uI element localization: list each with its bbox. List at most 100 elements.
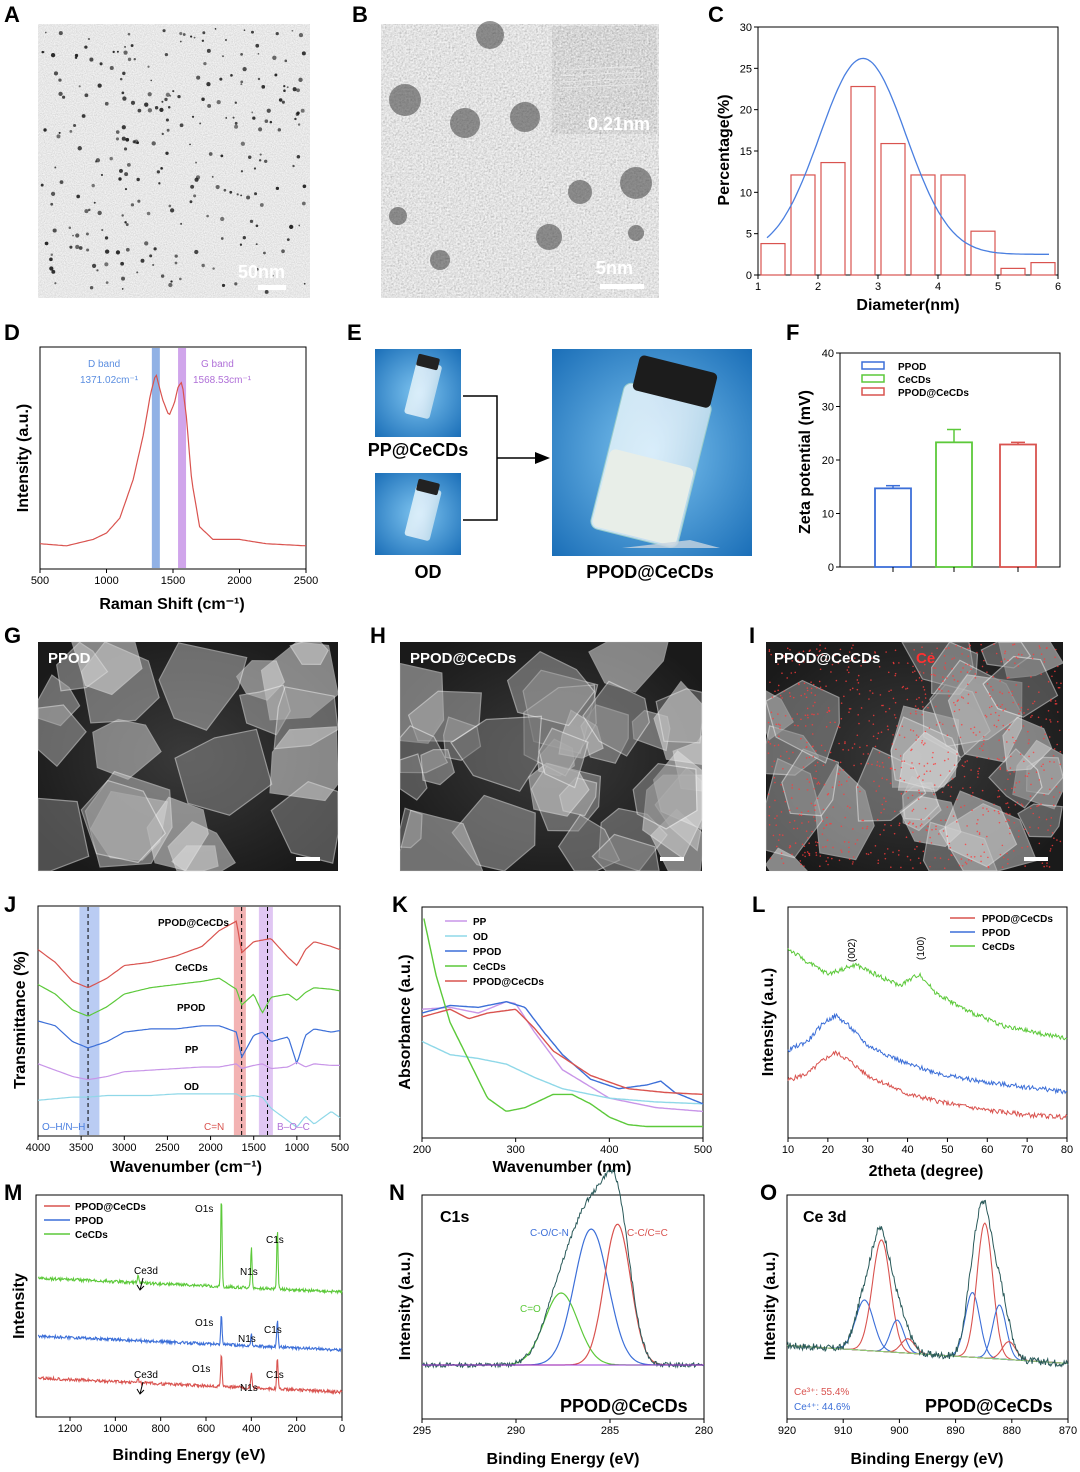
nanoparticle-dot: [168, 204, 172, 208]
ce-dot: [860, 762, 862, 765]
ce-dot: [806, 689, 809, 692]
ce-dot: [813, 816, 815, 818]
nanoparticle-dot: [167, 106, 171, 109]
x-tick-label: 890: [946, 1425, 964, 1437]
x-tick-label: 10: [782, 1144, 794, 1156]
x-tick-label: 920: [778, 1425, 796, 1437]
nanoparticle-dot: [43, 128, 47, 132]
ce-dot: [1022, 725, 1025, 727]
ce-dot: [1026, 775, 1029, 778]
ce-dot: [895, 748, 897, 751]
nanoparticle-dot: [53, 71, 59, 76]
fit-peak: [422, 1223, 704, 1366]
ce-dot: [919, 824, 922, 827]
ce-dot: [922, 672, 925, 674]
lattice-spacing-label: 0.21nm: [588, 114, 650, 134]
ce-dot: [921, 792, 923, 795]
nanoparticle-dot: [277, 128, 282, 132]
ce-dot: [834, 654, 837, 657]
ce-dot: [917, 776, 919, 779]
ce-dot: [830, 671, 832, 673]
ce-dot: [862, 753, 865, 755]
nanoparticle-dot: [160, 274, 165, 278]
ce-dot: [840, 783, 843, 786]
y-axis-label-j: Transmittance (%): [12, 951, 29, 1089]
ce-dot: [906, 662, 909, 664]
ce-dot: [887, 728, 890, 731]
ce-dot: [1020, 803, 1023, 805]
series-label: PPOD@CeCDs: [158, 918, 229, 929]
d-band-label: D band: [88, 359, 120, 370]
ce-dot: [933, 793, 935, 796]
ce-dot: [782, 790, 785, 793]
ce-dot: [782, 862, 785, 865]
ce-dot: [962, 667, 964, 669]
ce-dot: [966, 853, 969, 856]
ce-dot: [825, 658, 828, 661]
ce-dot: [989, 696, 992, 698]
nanoparticle-dot: [149, 254, 153, 258]
ce-dot: [849, 806, 851, 809]
ftir-line: [37, 1093, 341, 1128]
ce-dot: [785, 750, 788, 753]
ce-dot: [925, 829, 927, 831]
carbon-dot: [476, 21, 504, 49]
ce-dot: [831, 857, 833, 860]
histogram-bar: [940, 174, 966, 276]
ce-dot: [1023, 828, 1026, 831]
x-tick-label: 500: [31, 575, 49, 587]
ce-dot: [864, 660, 866, 662]
ce-dot: [1017, 665, 1020, 667]
ce-dot: [834, 721, 836, 724]
pore-wall: [632, 762, 698, 830]
ce-dot: [1027, 832, 1030, 834]
ce-dot: [842, 769, 845, 771]
ce-dot: [1004, 708, 1007, 710]
ce-dot: [1001, 703, 1004, 706]
ce-dot: [990, 705, 993, 708]
ce-dot: [1013, 643, 1016, 646]
x-tick-label: 60: [981, 1144, 993, 1156]
ce-dot: [893, 714, 896, 716]
ce-dot: [911, 762, 913, 764]
ce-dot: [807, 716, 809, 719]
pore-wall: [37, 704, 87, 768]
x-tick-label: 800: [151, 1423, 169, 1435]
ce-dot: [1059, 750, 1062, 753]
ce-dot: [917, 798, 920, 800]
ce-dot: [816, 783, 818, 785]
ce-dot: [813, 804, 815, 807]
ce-dot: [814, 764, 817, 767]
panel-g-sem-image: PPOD: [37, 641, 339, 872]
y-axis-label-c: Percentage(%): [716, 94, 733, 205]
zeta-bar: [999, 443, 1037, 568]
ce-dot: [912, 808, 915, 811]
survey-line: [37, 1203, 343, 1295]
ce-dot: [1009, 832, 1011, 835]
ce-dot: [840, 825, 843, 828]
ce-dot: [981, 749, 984, 752]
ce-dot: [794, 724, 796, 727]
ce-dot: [988, 706, 991, 709]
zeta-bar: [935, 441, 973, 568]
ce-dot: [1040, 725, 1043, 728]
ce-dot: [1052, 754, 1055, 757]
nanoparticle-dot: [73, 124, 77, 128]
ce-dot: [913, 649, 915, 651]
ce-dot: [898, 734, 901, 736]
legend-label: PP: [473, 917, 487, 928]
nanoparticle-dot: [271, 274, 274, 277]
carbon-dot: [430, 250, 450, 270]
ce-dot: [953, 710, 956, 713]
ce-dot: [789, 657, 791, 659]
ce-dot: [893, 810, 896, 813]
ce-dot: [881, 761, 884, 764]
c1s-title: C1s: [440, 1209, 469, 1226]
nanoparticle-dot: [78, 85, 81, 88]
ce-dot: [955, 645, 958, 647]
ce3-ratio: Ce³⁺: 55.4%: [794, 1387, 849, 1398]
ce-dot: [980, 855, 982, 857]
ce-dot: [1053, 761, 1055, 763]
ce-dot: [987, 865, 990, 868]
nanoparticle-dot: [140, 258, 145, 263]
